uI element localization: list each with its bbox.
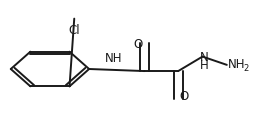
Text: NH: NH [228, 58, 246, 71]
Text: O: O [133, 38, 142, 51]
Text: O: O [180, 90, 189, 103]
Text: H: H [200, 59, 208, 72]
Text: NH: NH [105, 52, 123, 65]
Text: N: N [200, 51, 208, 64]
Text: 2: 2 [244, 64, 249, 73]
Text: Cl: Cl [68, 24, 80, 37]
